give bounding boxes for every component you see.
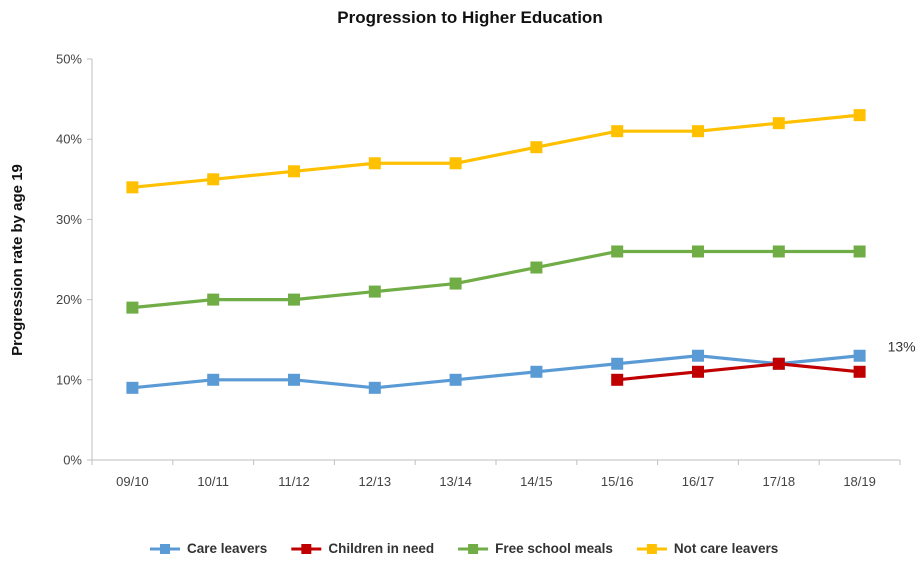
y-tick-label: 20%: [56, 292, 82, 307]
legend-marker-swatch: [468, 544, 479, 554]
chart-title: Progression to Higher Education: [337, 8, 602, 27]
data-point: [530, 141, 543, 154]
annotations: 13%: [888, 339, 916, 355]
legend-label: Not care leavers: [674, 541, 778, 556]
data-point: [449, 157, 462, 170]
data-point: [772, 357, 785, 370]
data-point: [611, 357, 624, 370]
data-point: [611, 373, 624, 386]
series-children-in-need: [611, 357, 866, 386]
x-tick-label: 11/12: [278, 474, 310, 489]
data-point: [772, 245, 785, 258]
y-tick-label: 10%: [56, 372, 82, 387]
data-point: [126, 301, 139, 314]
legend-label: Free school meals: [495, 541, 613, 556]
legend-marker-swatch: [646, 544, 657, 554]
data-label: 13%: [888, 339, 916, 355]
series-line: [132, 113, 860, 189]
data-point: [207, 373, 220, 386]
x-tick-label: 09/10: [116, 474, 149, 489]
y-tick-label: 0%: [63, 453, 82, 468]
data-point: [288, 165, 300, 178]
data-point: [611, 125, 624, 138]
legend-item: Not care leavers: [636, 541, 778, 556]
data-point: [126, 381, 139, 394]
axes: 0% 10% 20% 30% 40% 50% 09/10 10/11 11/12 12/13 13/…: [56, 52, 901, 489]
series-line: [617, 362, 860, 382]
data-point: [368, 285, 381, 298]
data-point: [692, 365, 704, 378]
data-point: [126, 181, 139, 194]
data-point: [692, 349, 704, 362]
x-tick-label: 17/18: [763, 474, 796, 489]
data-point: [611, 245, 624, 258]
data-point: [530, 261, 543, 274]
x-tick-label: 16/17: [682, 474, 715, 489]
series-line: [132, 249, 860, 310]
y-axis-label: Progression rate by age 19: [9, 164, 26, 356]
data-point: [853, 349, 866, 362]
legend-item: Care leavers: [150, 541, 267, 556]
series-not-care-leavers: [126, 109, 866, 194]
x-tick-label: 15/16: [601, 474, 634, 489]
data-point: [692, 245, 704, 258]
x-tick-label: 14/15: [520, 474, 553, 489]
data-point: [207, 293, 220, 306]
x-tick-label: 13/14: [439, 474, 472, 489]
legend-marker-swatch: [301, 544, 312, 554]
data-point: [449, 373, 462, 386]
y-tick-label: 40%: [56, 132, 82, 147]
legend-label: Care leavers: [187, 541, 267, 556]
y-tick-label: 50%: [56, 52, 82, 67]
data-point: [692, 125, 704, 138]
x-tick-label: 12/13: [359, 474, 392, 489]
data-point: [288, 373, 300, 386]
legend-label: Children in need: [328, 541, 434, 556]
series-line: [132, 354, 860, 390]
data-point: [368, 381, 381, 394]
data-point: [207, 173, 220, 186]
data-point: [853, 365, 866, 378]
data-point: [772, 117, 785, 130]
series-layer: [126, 109, 866, 394]
data-point: [449, 277, 462, 290]
data-point: [368, 157, 381, 170]
series-care-leavers: [126, 349, 866, 394]
legend-item: Children in need: [291, 541, 434, 556]
y-tick-label: 30%: [56, 212, 82, 227]
legend-item: Free school meals: [458, 541, 613, 556]
legend: Care leavers Children in need Free school …: [150, 541, 778, 556]
legend-marker-swatch: [160, 544, 170, 554]
data-point: [853, 109, 866, 122]
series-free-school-meals: [126, 245, 866, 314]
data-point: [288, 293, 300, 306]
x-tick-label: 18/19: [843, 474, 876, 489]
data-point: [853, 245, 866, 258]
x-tick-label: 10/11: [197, 474, 229, 489]
data-point: [530, 365, 543, 378]
